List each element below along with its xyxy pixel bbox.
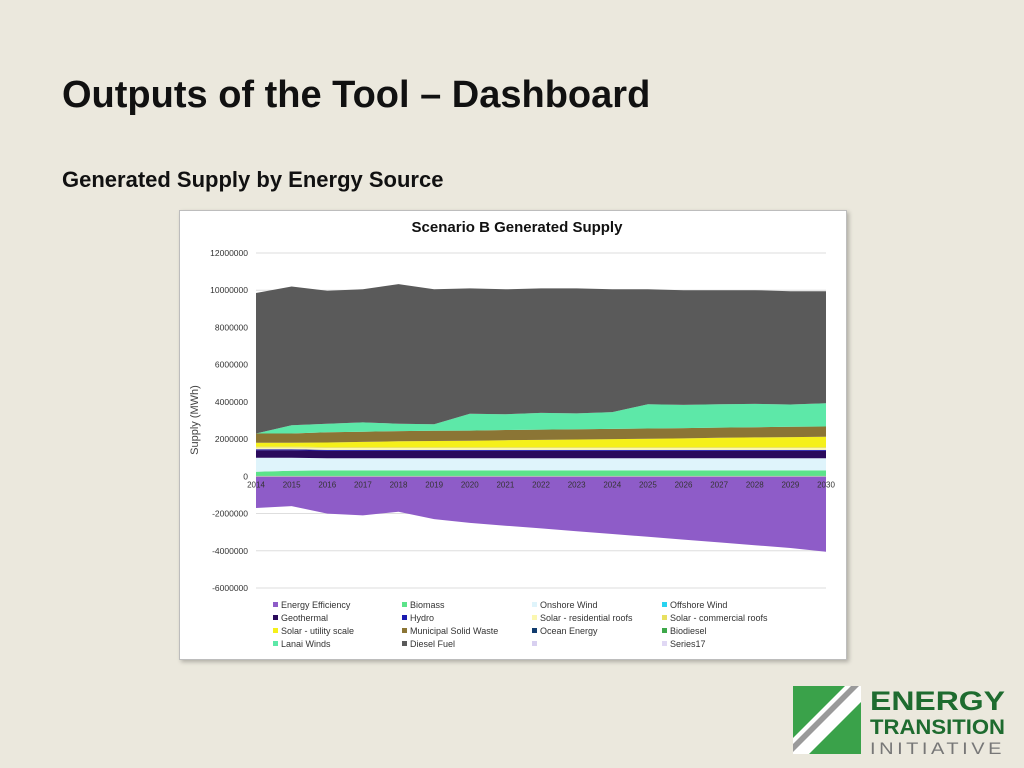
legend-label: Offshore Wind xyxy=(670,600,727,610)
x-tick-label: 2014 xyxy=(247,480,265,489)
legend-label: Geothermal xyxy=(281,613,328,623)
area-solar-residential-roofs xyxy=(256,447,826,450)
legend-label: Solar - residential roofs xyxy=(540,613,633,623)
legend-swatch xyxy=(662,628,667,633)
y-tick-label: -6000000 xyxy=(212,583,248,593)
legend-label: Hydro xyxy=(410,613,434,623)
x-tick-label: 2029 xyxy=(781,480,799,489)
area-onshore-wind xyxy=(256,457,826,472)
x-tick-label: 2020 xyxy=(461,480,479,489)
energy-transition-initiative-logo: ENERGY TRANSITION INITIATIVE xyxy=(793,686,1007,758)
legend-item: Series17 xyxy=(662,639,706,649)
legend-swatch xyxy=(662,641,667,646)
legend-label: Lanai Winds xyxy=(281,639,331,649)
area-lanai-winds xyxy=(256,403,826,434)
y-axis-label: Supply (MWh) xyxy=(189,385,201,455)
x-tick-label: 2023 xyxy=(568,480,586,489)
x-tick-label: 2021 xyxy=(496,480,514,489)
logo-line-3: INITIATIVE xyxy=(870,739,1005,756)
area-chart: Scenario B Generated Supply Supply (MWh)… xyxy=(189,219,835,649)
legend-swatch xyxy=(402,628,407,633)
legend-label: Energy Efficiency xyxy=(281,600,351,610)
area-solar-commercial-roofs xyxy=(256,446,826,448)
legend-swatch xyxy=(532,628,537,633)
y-tick-label: 6000000 xyxy=(215,360,248,370)
logo-line-1: ENERGY xyxy=(870,686,1005,716)
y-tick-label: 4000000 xyxy=(215,397,248,407)
legend-item: Biodiesel xyxy=(662,626,707,636)
legend-swatch xyxy=(273,641,278,646)
legend-label: Series17 xyxy=(670,639,706,649)
legend-swatch xyxy=(402,602,407,607)
legend-swatch xyxy=(532,602,537,607)
y-tick-label: -4000000 xyxy=(212,546,248,556)
logo-line-2: TRANSITION xyxy=(870,716,1005,739)
legend-item: Solar - commercial roofs xyxy=(662,613,768,623)
legend-item: Offshore Wind xyxy=(662,600,727,610)
legend-label: Biomass xyxy=(410,600,445,610)
y-tick-label: 0 xyxy=(243,471,248,481)
area-hydro xyxy=(256,449,826,451)
legend-item: Onshore Wind xyxy=(532,600,598,610)
legend-swatch xyxy=(273,602,278,607)
legend: Energy Efficiency Biomass Onshore Wind Offs… xyxy=(273,600,768,649)
legend-label: Solar - commercial roofs xyxy=(670,613,768,623)
legend-label: Onshore Wind xyxy=(540,600,598,610)
legend-item: Hydro xyxy=(402,613,434,623)
axes: 12000000 10000000 8000000 6000000 4000000 200… xyxy=(210,248,835,593)
legend-item: Lanai Winds xyxy=(273,639,331,649)
y-tick-label: -2000000 xyxy=(212,509,248,519)
x-tick-label: 2019 xyxy=(425,480,443,489)
y-tick-label: 8000000 xyxy=(215,322,248,332)
y-tick-label: 10000000 xyxy=(210,285,248,295)
area-series xyxy=(256,284,826,552)
logo-mark-icon xyxy=(793,686,861,754)
legend-swatch xyxy=(402,641,407,646)
x-tick-label: 2026 xyxy=(675,480,693,489)
legend-label: Solar - utility scale xyxy=(281,626,354,636)
legend-item: Geothermal xyxy=(273,613,328,623)
legend-item: Diesel Fuel xyxy=(402,639,455,649)
area-geothermal xyxy=(256,450,826,459)
chart-title: Scenario B Generated Supply xyxy=(412,219,624,236)
legend-label: Municipal Solid Waste xyxy=(410,626,498,636)
area-diesel-fuel xyxy=(256,284,826,434)
legend-item: Energy Efficiency xyxy=(273,600,351,610)
area-municipal-solid-waste xyxy=(256,426,826,443)
area-biomass xyxy=(256,470,826,477)
legend-label: Biodiesel xyxy=(670,626,707,636)
chart-container: Scenario B Generated Supply Supply (MWh)… xyxy=(179,210,847,660)
x-tick-label: 2015 xyxy=(283,480,301,489)
x-tick-label: 2025 xyxy=(639,480,657,489)
legend-item: Ocean Energy xyxy=(532,626,598,636)
legend-swatch xyxy=(273,628,278,633)
legend-swatch xyxy=(532,641,537,646)
legend-item xyxy=(532,641,537,646)
legend-item: Municipal Solid Waste xyxy=(402,626,498,636)
x-tick-label: 2024 xyxy=(603,480,621,489)
area-solar-utility-scale xyxy=(256,436,826,448)
legend-swatch xyxy=(273,615,278,620)
legend-swatch xyxy=(532,615,537,620)
legend-item: Biomass xyxy=(402,600,445,610)
x-tick-label: 2027 xyxy=(710,480,728,489)
legend-item: Solar - utility scale xyxy=(273,626,354,636)
legend-swatch xyxy=(402,615,407,620)
x-tick-label: 2028 xyxy=(746,480,764,489)
x-tick-label: 2030 xyxy=(817,480,835,489)
x-tick-label: 2022 xyxy=(532,480,550,489)
legend-label: Diesel Fuel xyxy=(410,639,455,649)
legend-item: Solar - residential roofs xyxy=(532,613,633,623)
legend-swatch xyxy=(662,602,667,607)
y-tick-label: 2000000 xyxy=(215,434,248,444)
y-tick-label: 12000000 xyxy=(210,248,248,258)
legend-label: Ocean Energy xyxy=(540,626,598,636)
area-energy-efficiency xyxy=(256,476,826,552)
x-tick-label: 2017 xyxy=(354,480,372,489)
x-tick-label: 2018 xyxy=(390,480,408,489)
slide-subtitle: Generated Supply by Energy Source xyxy=(62,167,444,192)
slide-title: Outputs of the Tool – Dashboard xyxy=(62,74,651,116)
x-tick-label: 2016 xyxy=(318,480,336,489)
legend-swatch xyxy=(662,615,667,620)
